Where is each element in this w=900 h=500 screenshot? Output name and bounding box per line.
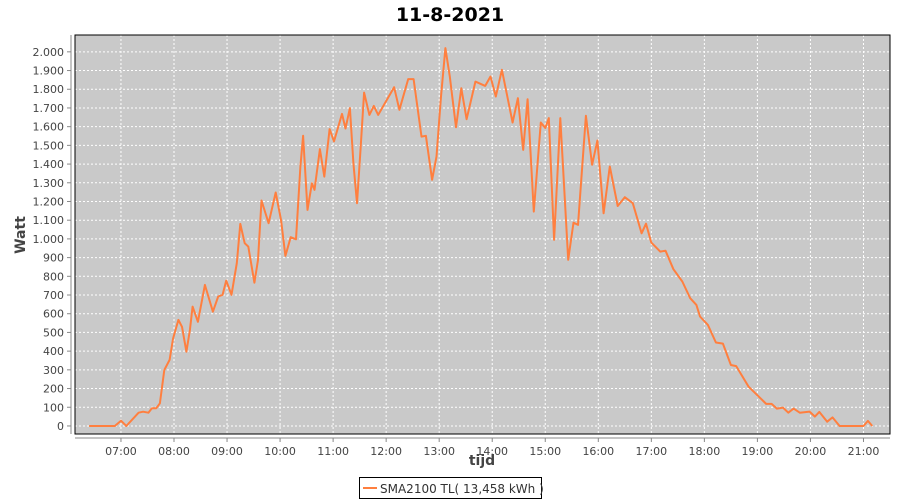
- y-tick-label: 100: [43, 401, 64, 414]
- x-tick-label: 12:00: [370, 445, 402, 458]
- y-tick-label: 600: [43, 308, 64, 321]
- y-tick-label: 900: [43, 252, 64, 265]
- x-tick-label: 18:00: [689, 445, 721, 458]
- y-tick-label: 200: [43, 383, 64, 396]
- y-tick-label: 800: [43, 270, 64, 283]
- x-tick-label: 21:00: [848, 445, 880, 458]
- y-tick-label: 300: [43, 364, 64, 377]
- grid-lines: [75, 35, 890, 434]
- y-tick-label: 0: [57, 420, 64, 433]
- x-tick-label: 17:00: [635, 445, 667, 458]
- plot-area: [74, 34, 891, 435]
- x-tick-label: 16:00: [582, 445, 614, 458]
- y-tick-label: 1.000: [33, 233, 65, 246]
- series-line-sma2100: [89, 47, 874, 427]
- legend-box: [359, 477, 542, 499]
- x-tick-label: 10:00: [264, 445, 296, 458]
- x-tick-label: 13:00: [423, 445, 455, 458]
- y-tick-label: 1.400: [33, 158, 65, 171]
- y-axis-label: Watt: [13, 216, 29, 254]
- y-tick-label: 500: [43, 326, 64, 339]
- x-tick-label: 09:00: [211, 445, 243, 458]
- y-tick-label: 1.800: [33, 83, 65, 96]
- x-tick-label: 20:00: [795, 445, 827, 458]
- x-axis-label: tijd: [469, 453, 495, 469]
- y-tick-label: 1.700: [33, 102, 65, 115]
- x-tick-label: 08:00: [158, 445, 190, 458]
- legend: SMA2100 TL( 13,458 kWh ): [359, 477, 544, 499]
- y-tick-label: 1.600: [33, 121, 65, 134]
- x-tick-label: 07:00: [105, 445, 137, 458]
- y-axis: 0 100 200 300 400 500 600 700 800 900 1.000 1.100 1.…: [33, 35, 72, 434]
- y-tick-label: 1.500: [33, 139, 65, 152]
- y-tick-label: 1.200: [33, 195, 65, 208]
- y-tick-label: 700: [43, 289, 64, 302]
- x-tick-label: 15:00: [529, 445, 561, 458]
- legend-label: SMA2100 TL( 13,458 kWh ): [380, 482, 544, 496]
- y-tick-label: 1.300: [33, 177, 65, 190]
- series-layer: [89, 47, 874, 427]
- y-tick-label: 1.100: [33, 214, 65, 227]
- x-tick-label: 11:00: [317, 445, 349, 458]
- y-tick-label: 2.000: [33, 46, 65, 59]
- chart-title: 11-8-2021: [396, 4, 504, 26]
- x-axis: 07:00 08:00 09:00 10:00 11:00 12:00 13:00 14:00…: [75, 437, 890, 458]
- x-tick-label: 14:00: [476, 445, 508, 458]
- y-tick-label: 400: [43, 345, 64, 358]
- x-tick-label: 19:00: [742, 445, 774, 458]
- plot-border: [74, 34, 891, 435]
- y-tick-label: 1.900: [33, 65, 65, 78]
